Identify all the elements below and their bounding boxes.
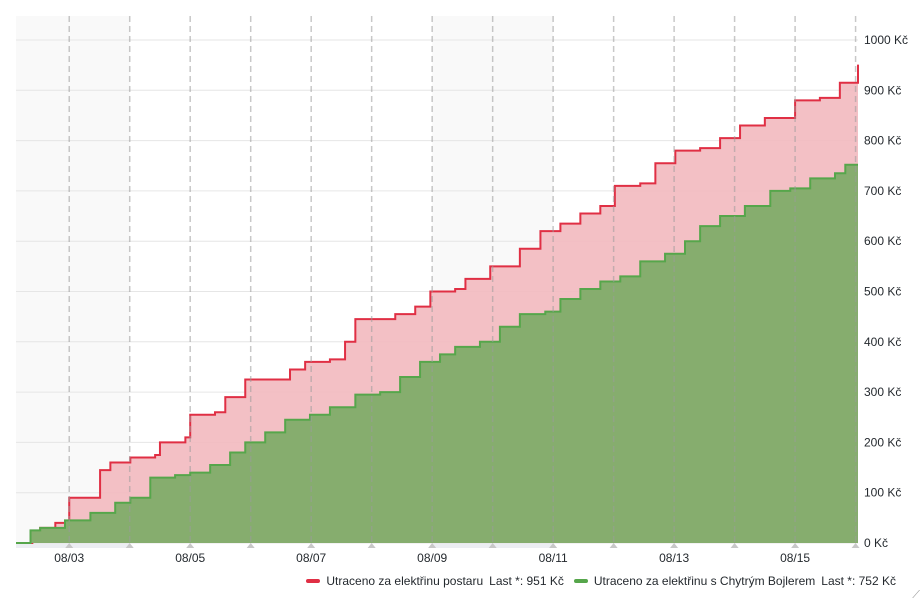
y-tick-label: 200 Kč: [864, 435, 901, 449]
legend-last-value: Last *: 951 Kč: [489, 574, 564, 588]
y-tick-label: 100 Kč: [864, 486, 901, 500]
annotation-marker: [609, 543, 618, 548]
legend-label: Utraceno za elektřinu postaru: [326, 574, 484, 588]
x-tick-label: 08/09: [417, 551, 447, 565]
series-area-1: [16, 164, 858, 543]
x-tick-label: 08/05: [175, 551, 205, 565]
legend-label: Utraceno za elektřinu s Chytrým Bojlerem: [593, 574, 816, 588]
annotation-marker: [851, 543, 860, 548]
y-tick-label: 500 Kč: [864, 285, 901, 299]
y-tick-label: 400 Kč: [864, 335, 901, 349]
annotation-marker: [791, 543, 800, 548]
series-line-1: [16, 163, 858, 544]
annotation-marker: [125, 543, 134, 548]
legend-item-smart[interactable]: Utraceno za elektřinu s Chytrým Bojlerem…: [573, 574, 896, 588]
annotation-marker: [367, 543, 376, 548]
series-areas: [16, 64, 859, 544]
resize-handle-icon[interactable]: ⟋: [912, 589, 920, 601]
y-tick-label: 600 Kč: [864, 234, 901, 248]
y-tick-label: 700 Kč: [864, 184, 901, 198]
y-tick-label: 900 Kč: [864, 83, 901, 97]
y-axis: 0 Kč 100 Kč 200 Kč 300 Kč 400 Kč 500 Kč 600 Kč…: [864, 33, 908, 550]
legend: Utraceno za elektřinu postaru Last *: 95…: [0, 574, 896, 588]
annotation-marker: [186, 543, 195, 548]
x-tick-label: 08/11: [539, 551, 568, 565]
legend-item-old[interactable]: Utraceno za elektřinu postaru Last *: 95…: [306, 574, 564, 588]
annotation-marker: [488, 543, 497, 548]
day-lines: [65, 16, 860, 548]
x-tick-label: 08/13: [659, 551, 689, 565]
annotation-marker: [428, 543, 437, 548]
y-tick-label: 1000 Kč: [864, 33, 908, 47]
annotation-marker: [65, 543, 74, 548]
x-tick-label: 08/07: [296, 551, 326, 565]
annotation-marker: [549, 543, 558, 548]
legend-last-value: Last *: 752 Kč: [821, 574, 896, 588]
annotation-marker: [730, 543, 739, 548]
time-series-chart: 0 Kč 100 Kč 200 Kč 300 Kč 400 Kč 500 Kč 600 Kč…: [16, 16, 908, 565]
x-tick-label: 08/15: [780, 551, 810, 565]
x-tick-label: 08/03: [54, 551, 84, 565]
time-region-marker: [16, 543, 130, 548]
annotation-marker: [246, 543, 255, 548]
annotation-marker: [670, 543, 679, 548]
y-tick-label: 800 Kč: [864, 134, 901, 148]
legend-swatch-green: [573, 579, 588, 583]
legend-swatch-red: [306, 579, 321, 583]
y-tick-label: 300 Kč: [864, 385, 901, 399]
annotation-marker: [307, 543, 316, 548]
time-region: [16, 16, 130, 543]
x-axis: 08/03 08/05 08/07 08/09 08/11 08/13 08/15: [54, 551, 810, 565]
y-tick-label: 0 Kč: [864, 536, 888, 550]
